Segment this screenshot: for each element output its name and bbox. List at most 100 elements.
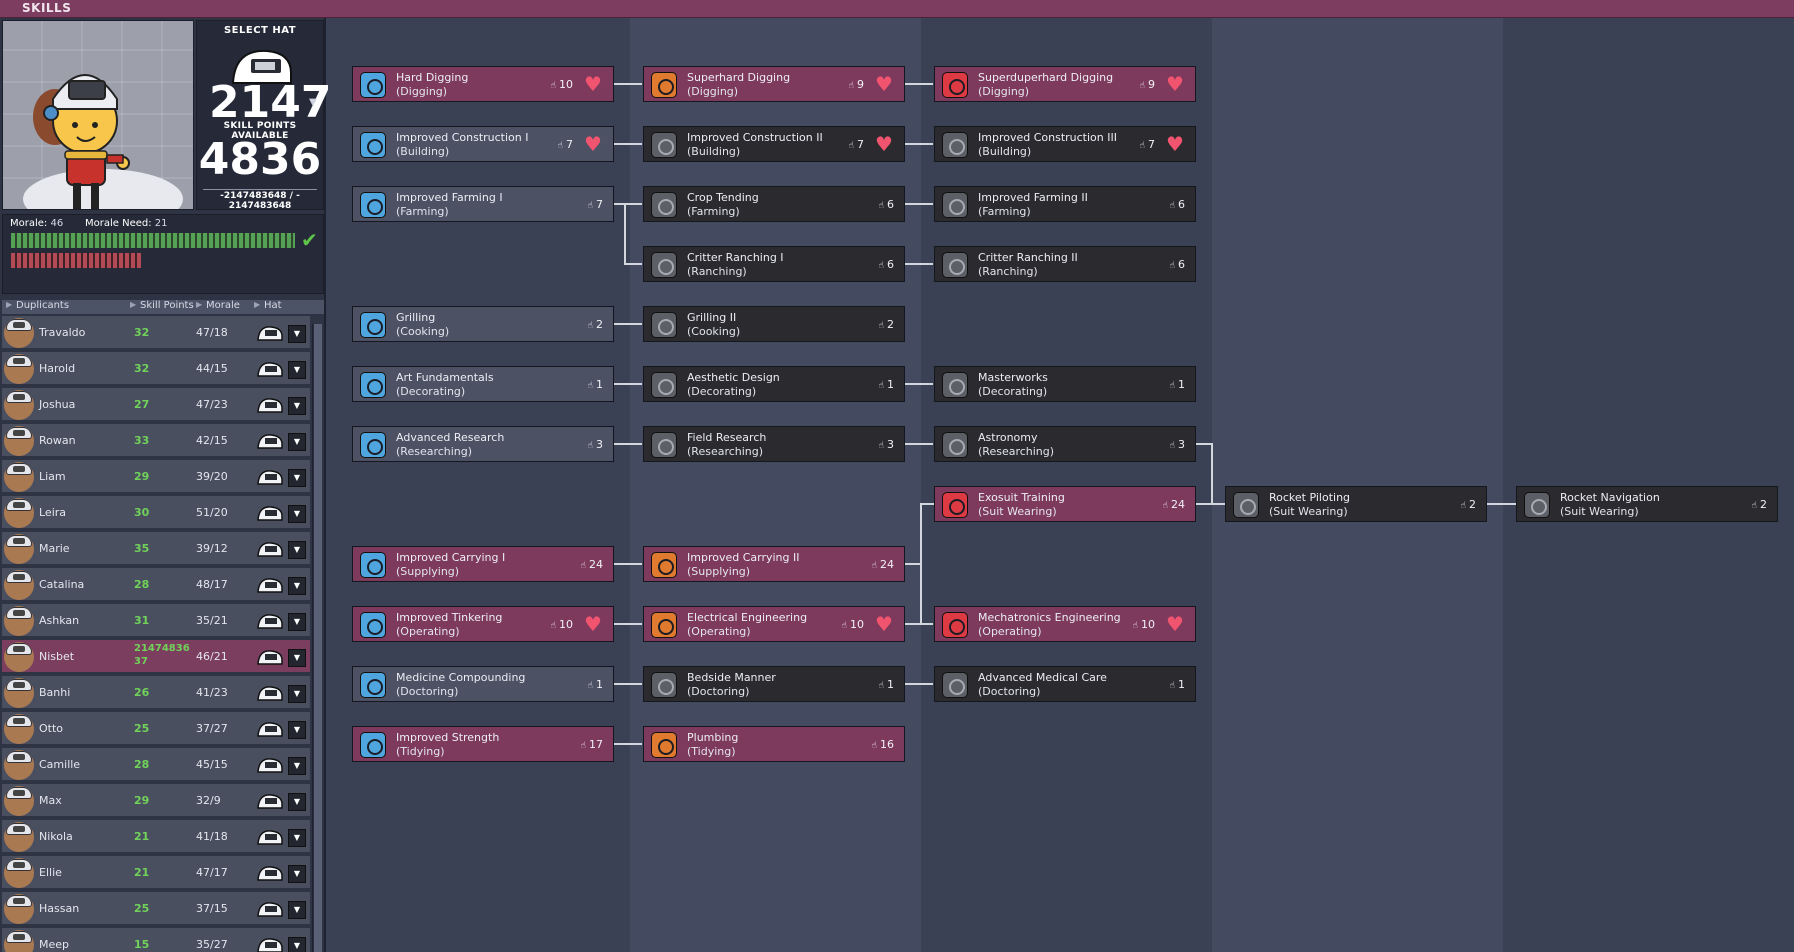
hat-icon[interactable] bbox=[256, 720, 284, 738]
skill-card[interactable]: Improved Strength (Tidying) ☝ 17 bbox=[352, 726, 614, 762]
skill-card[interactable]: Improved Construction II (Building) ☝ 7 ♥ bbox=[643, 126, 905, 162]
hat-icon[interactable] bbox=[256, 504, 284, 522]
skill-card[interactable]: Advanced Medical Care (Doctoring) ☝ 1 bbox=[934, 666, 1196, 702]
duplicant-row[interactable]: Camille 28 45/15 ▼ bbox=[2, 748, 310, 782]
header-hat[interactable]: Hat bbox=[264, 300, 282, 311]
duplicant-row[interactable]: Banhi 26 41/23 ▼ bbox=[2, 676, 310, 710]
skill-card[interactable]: Exosuit Training (Suit Wearing) ☝ 24 bbox=[934, 486, 1196, 522]
hat-selector[interactable]: SELECT HAT 2147 ▼ SKILL POINTS AVAILABLE… bbox=[196, 20, 331, 211]
duplicant-row[interactable]: Ashkan 31 35/21 ▼ bbox=[2, 604, 310, 638]
hat-dropdown-button[interactable]: ▼ bbox=[288, 325, 306, 343]
hat-icon[interactable] bbox=[256, 900, 284, 918]
skill-card[interactable]: Improved Carrying I (Supplying) ☝ 24 bbox=[352, 546, 614, 582]
duplicant-list-scrollbar[interactable] bbox=[312, 324, 322, 952]
duplicant-row[interactable]: Catalina 28 48/17 ▼ bbox=[2, 568, 310, 602]
hat-icon[interactable] bbox=[256, 540, 284, 558]
hat-icon[interactable] bbox=[256, 756, 284, 774]
hat-dropdown-button[interactable]: ▼ bbox=[288, 793, 306, 811]
skill-card[interactable]: Electrical Engineering (Operating) ☝ 10 ♥ bbox=[643, 606, 905, 642]
hat-icon[interactable] bbox=[256, 648, 284, 666]
hat-dropdown-button[interactable]: ▼ bbox=[288, 469, 306, 487]
skill-card[interactable]: Hard Digging (Digging) ☝ 10 ♥ bbox=[352, 66, 614, 102]
skill-card[interactable]: Bedside Manner (Doctoring) ☝ 1 bbox=[643, 666, 905, 702]
skill-card[interactable]: Critter Ranching I (Ranching) ☝ 6 bbox=[643, 246, 905, 282]
duplicant-row[interactable]: Meep 15 35/27 ▼ bbox=[2, 928, 310, 952]
hat-icon[interactable] bbox=[256, 936, 284, 952]
duplicant-row[interactable]: Nikola 21 41/18 ▼ bbox=[2, 820, 310, 854]
skill-card[interactable]: Art Fundamentals (Decorating) ☝ 1 bbox=[352, 366, 614, 402]
duplicant-row[interactable]: Leira 30 51/20 ▼ bbox=[2, 496, 310, 530]
duplicant-row[interactable]: Liam 29 39/20 ▼ bbox=[2, 460, 310, 494]
hat-dropdown-button[interactable]: ▼ bbox=[288, 613, 306, 631]
hat-icon[interactable] bbox=[256, 360, 284, 378]
hat-dropdown-button[interactable]: ▼ bbox=[288, 541, 306, 559]
sort-triangle-icon[interactable]: ▶ bbox=[254, 300, 261, 309]
heart-icon: ♥ bbox=[875, 612, 893, 636]
hat-icon[interactable] bbox=[256, 576, 284, 594]
hat-dropdown-button[interactable]: ▼ bbox=[288, 685, 306, 703]
hat-dropdown-button[interactable]: ▼ bbox=[288, 433, 306, 451]
hat-dropdown-button[interactable]: ▼ bbox=[288, 577, 306, 595]
hat-dropdown-button[interactable]: ▼ bbox=[288, 397, 306, 415]
skill-card[interactable]: Improved Construction I (Building) ☝ 7 ♥ bbox=[352, 126, 614, 162]
skill-card[interactable]: Crop Tending (Farming) ☝ 6 bbox=[643, 186, 905, 222]
skill-card[interactable]: Aesthetic Design (Decorating) ☝ 1 bbox=[643, 366, 905, 402]
hat-dropdown-button[interactable]: ▼ bbox=[288, 757, 306, 775]
duplicant-row[interactable]: Otto 25 37/27 ▼ bbox=[2, 712, 310, 746]
skill-card[interactable]: Mechatronics Engineering (Operating) ☝ 10 ♥ bbox=[934, 606, 1196, 642]
hat-dropdown-button[interactable]: ▼ bbox=[288, 865, 306, 883]
skill-card[interactable]: Superhard Digging (Digging) ☝ 9 ♥ bbox=[643, 66, 905, 102]
hat-icon[interactable] bbox=[256, 684, 284, 702]
hat-dropdown-button[interactable]: ▼ bbox=[288, 901, 306, 919]
hat-icon[interactable] bbox=[256, 324, 284, 342]
skill-card[interactable]: Critter Ranching II (Ranching) ☝ 6 bbox=[934, 246, 1196, 282]
header-skill-points[interactable]: Skill Points bbox=[140, 300, 194, 311]
heart-icon: ♥ bbox=[584, 72, 602, 96]
hat-icon[interactable] bbox=[256, 792, 284, 810]
skill-card[interactable]: Grilling II (Cooking) ☝ 2 bbox=[643, 306, 905, 342]
hat-dropdown-button[interactable]: ▼ bbox=[288, 829, 306, 847]
skill-card[interactable]: Improved Tinkering (Operating) ☝ 10 ♥ bbox=[352, 606, 614, 642]
hat-icon[interactable] bbox=[256, 612, 284, 630]
duplicant-row[interactable]: Marie 35 39/12 ▼ bbox=[2, 532, 310, 566]
skill-card[interactable]: Medicine Compounding (Doctoring) ☝ 1 bbox=[352, 666, 614, 702]
skill-card[interactable]: Masterworks (Decorating) ☝ 1 bbox=[934, 366, 1196, 402]
hat-icon[interactable] bbox=[256, 396, 284, 414]
hat-dropdown-button[interactable]: ▼ bbox=[288, 721, 306, 739]
duplicant-row[interactable]: Rowan 33 42/15 ▼ bbox=[2, 424, 310, 458]
hat-icon[interactable] bbox=[256, 864, 284, 882]
hat-dropdown-button[interactable]: ▼ bbox=[288, 505, 306, 523]
skill-card[interactable]: Astronomy (Researching) ☝ 3 bbox=[934, 426, 1196, 462]
skill-card[interactable]: Plumbing (Tidying) ☝ 16 bbox=[643, 726, 905, 762]
sort-triangle-icon[interactable]: ▶ bbox=[6, 300, 13, 309]
skill-card[interactable]: Advanced Research (Researching) ☝ 3 bbox=[352, 426, 614, 462]
sort-triangle-icon[interactable]: ▶ bbox=[196, 300, 203, 309]
duplicant-row[interactable]: Joshua 27 47/23 ▼ bbox=[2, 388, 310, 422]
hat-dropdown-button[interactable]: ▼ bbox=[288, 649, 306, 667]
sort-triangle-icon[interactable]: ▶ bbox=[130, 300, 137, 309]
duplicant-row[interactable]: Ellie 21 47/17 ▼ bbox=[2, 856, 310, 890]
duplicant-row[interactable]: Travaldo 32 47/18 ▼ bbox=[2, 316, 310, 350]
hat-icon[interactable] bbox=[256, 432, 284, 450]
skill-card[interactable]: Improved Farming II (Farming) ☝ 6 bbox=[934, 186, 1196, 222]
skill-card[interactable]: Rocket Piloting (Suit Wearing) ☝ 2 bbox=[1225, 486, 1487, 522]
skill-card[interactable]: Rocket Navigation (Suit Wearing) ☝ 2 bbox=[1516, 486, 1778, 522]
hat-dropdown-button[interactable]: ▼ bbox=[288, 937, 306, 952]
scrollbar-thumb[interactable] bbox=[314, 324, 322, 952]
duplicant-row[interactable]: Harold 32 44/15 ▼ bbox=[2, 352, 310, 386]
skill-card[interactable]: Improved Construction III (Building) ☝ 7 ♥ bbox=[934, 126, 1196, 162]
duplicant-row[interactable]: Hassan 25 37/15 ▼ bbox=[2, 892, 310, 926]
hat-icon[interactable] bbox=[256, 828, 284, 846]
hat-icon[interactable] bbox=[256, 468, 284, 486]
skill-card[interactable]: Improved Farming I (Farming) ☝ 7 bbox=[352, 186, 614, 222]
duplicant-row[interactable]: Nisbet 2147483637 46/21 ▼ bbox=[2, 640, 310, 674]
skill-card[interactable]: Improved Carrying II (Supplying) ☝ 24 bbox=[643, 546, 905, 582]
hat-dropdown-button[interactable]: ▼ bbox=[288, 361, 306, 379]
skill-card[interactable]: Superduperhard Digging (Digging) ☝ 9 ♥ bbox=[934, 66, 1196, 102]
skill-card[interactable]: Grilling (Cooking) ☝ 2 bbox=[352, 306, 614, 342]
duplicant-row[interactable]: Max 29 32/9 ▼ bbox=[2, 784, 310, 818]
skill-card[interactable]: Field Research (Researching) ☝ 3 bbox=[643, 426, 905, 462]
header-duplicants[interactable]: Duplicants bbox=[16, 300, 70, 311]
hat-dropdown-icon[interactable]: ▼ bbox=[309, 97, 317, 108]
header-morale[interactable]: Morale bbox=[206, 300, 240, 311]
